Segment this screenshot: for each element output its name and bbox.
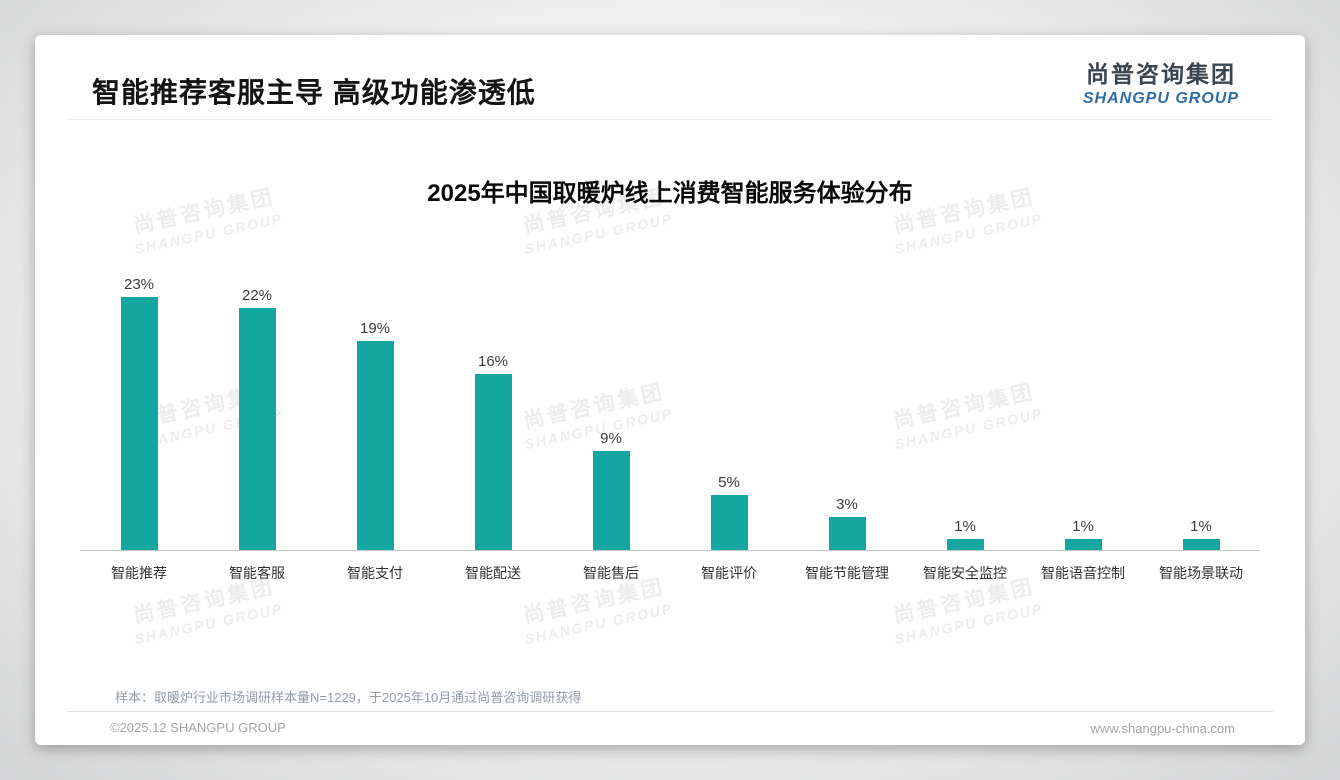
sample-footnote: 样本：取暖炉行业市场调研样本量N=1229，于2025年10月通过尚普咨询调研获… <box>115 690 582 705</box>
bar-value-label: 9% <box>600 430 622 447</box>
bar <box>946 539 984 550</box>
category-label: 智能售后 <box>583 565 639 581</box>
chart-column: 5% <box>670 474 788 550</box>
website-url: www.shangpu-china.com <box>1090 721 1235 736</box>
bar-value-label: 23% <box>123 276 155 293</box>
bar-value-label: 1% <box>1072 518 1094 535</box>
logo-english-name: SHANGPU GROUP <box>1082 90 1239 107</box>
bar-value-label: 1% <box>1190 518 1212 535</box>
chart-column: 16% <box>434 353 552 550</box>
x-axis-category-labels: 智能推荐 智能客服 智能支付 智能配送 智能售后 智能评价 智能节能管理 智能安全监控 智能语音… <box>80 563 1260 583</box>
bar <box>1182 539 1220 550</box>
chart-column: 22% <box>198 287 316 550</box>
bar <box>474 374 512 550</box>
bar <box>1064 539 1102 550</box>
chart-column: 1% <box>906 518 1024 550</box>
company-logo: 尚普咨询集团 SHANGPU GROUP <box>1083 55 1239 108</box>
category-label: 智能推荐 <box>111 565 167 581</box>
category-label: 智能节能管理 <box>805 565 889 581</box>
bar <box>238 308 276 550</box>
bar <box>356 341 394 550</box>
category-label: 智能语音控制 <box>1041 565 1125 581</box>
bar-value-label: 3% <box>836 496 858 513</box>
logo-chinese-name: 尚普咨询集团 <box>1085 61 1236 87</box>
chart-title: 2025年中国取暖炉线上消费智能服务体验分布 <box>427 180 913 207</box>
slide-card: 尚普咨询集团 SHANGPU GROUP 尚普咨询集团 SHANGPU GROUP 尚普… <box>35 35 1305 745</box>
bar-value-label: 1% <box>954 518 976 535</box>
bar <box>828 517 866 550</box>
bar-value-label: 5% <box>718 474 740 491</box>
bar-chart-plot-area: 23% 22% 19% 16% 9% 5% 3% 1% 1% 1% <box>80 250 1260 550</box>
slide-title: 智能推荐客服主导 高级功能渗透低 <box>92 77 536 108</box>
chart-column: 23% <box>80 276 198 550</box>
chart-column: 9% <box>552 430 670 550</box>
bar <box>120 297 158 550</box>
category-label: 智能配送 <box>465 565 521 581</box>
bar-value-label: 19% <box>359 320 391 337</box>
chart-column: 3% <box>788 496 906 550</box>
category-label: 智能安全监控 <box>923 565 1007 581</box>
bar-value-label: 16% <box>477 353 509 370</box>
chart-column: 1% <box>1142 518 1260 550</box>
category-label: 智能支付 <box>347 565 403 581</box>
bar-value-label: 22% <box>241 287 273 304</box>
bar <box>710 495 748 550</box>
chart-column: 1% <box>1024 518 1142 550</box>
category-label: 智能评价 <box>701 565 757 581</box>
category-label: 智能客服 <box>229 565 285 581</box>
copyright-text: ©2025.12 SHANGPU GROUP <box>110 720 286 735</box>
footer-divider <box>67 711 1273 712</box>
category-label: 智能场景联动 <box>1159 565 1243 581</box>
chart-column: 19% <box>316 320 434 550</box>
x-axis-line <box>80 550 1260 551</box>
header-divider <box>67 119 1273 120</box>
bar <box>592 451 630 550</box>
